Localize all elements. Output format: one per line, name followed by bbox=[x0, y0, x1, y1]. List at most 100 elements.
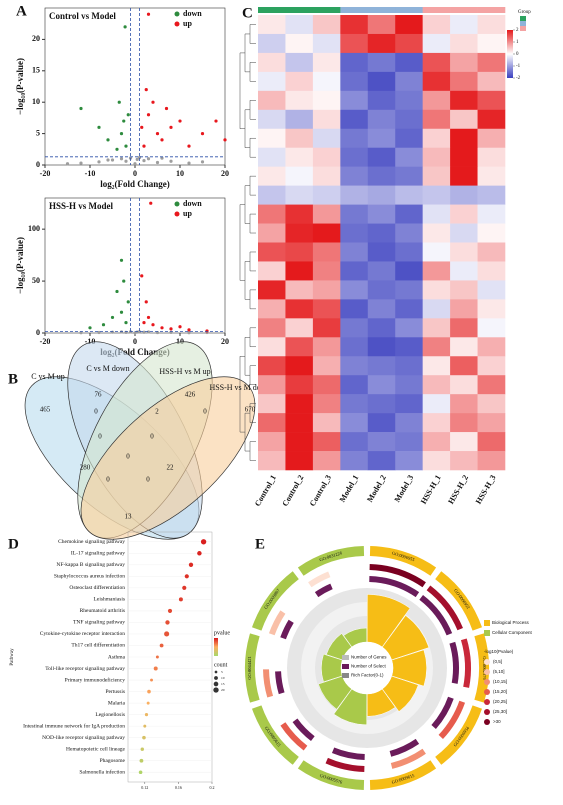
heat-cell bbox=[450, 166, 478, 186]
point bbox=[97, 160, 101, 164]
legend-dot bbox=[484, 689, 490, 695]
heat-cell bbox=[285, 451, 314, 471]
heat-cell bbox=[450, 52, 478, 73]
heat-cell bbox=[477, 375, 506, 395]
heat-cell bbox=[395, 166, 423, 186]
heat-cell bbox=[340, 432, 369, 452]
heat-cell bbox=[258, 261, 286, 281]
dot bbox=[178, 597, 183, 602]
heat-cell bbox=[367, 147, 396, 167]
heat-cell bbox=[450, 223, 478, 243]
heat-cell bbox=[367, 204, 396, 224]
point bbox=[200, 132, 205, 136]
legend-marker bbox=[174, 11, 180, 17]
heat-cell bbox=[340, 52, 369, 73]
heat-cell bbox=[258, 52, 286, 73]
heat-cell bbox=[450, 109, 478, 130]
heat-cell bbox=[258, 356, 286, 376]
heat-cell bbox=[285, 394, 314, 414]
heat-cell bbox=[395, 128, 423, 149]
heat-cell bbox=[285, 204, 314, 224]
y-axis-label: −log₁₀(P-value) bbox=[15, 58, 25, 115]
heat-cell bbox=[340, 71, 369, 92]
heat-cell bbox=[285, 299, 314, 319]
heat-cell bbox=[395, 413, 423, 433]
region-count: 13 bbox=[125, 513, 133, 521]
heat-cell bbox=[422, 15, 451, 35]
heat-cell bbox=[258, 223, 286, 243]
heat-cell bbox=[258, 299, 286, 319]
heat-cell bbox=[312, 242, 341, 262]
heat-cell bbox=[367, 242, 396, 262]
heat-cell bbox=[312, 52, 341, 73]
region-count: 0 bbox=[203, 408, 207, 416]
genes-bar bbox=[438, 700, 466, 740]
heat-cell bbox=[367, 356, 396, 376]
point bbox=[160, 138, 164, 142]
heat-cell bbox=[285, 375, 314, 395]
heat-cell bbox=[395, 90, 423, 111]
heat-cell bbox=[395, 185, 423, 205]
point bbox=[169, 125, 173, 129]
x-axis-label: log₂(Fold Change) bbox=[100, 179, 169, 189]
group-bar bbox=[258, 7, 286, 13]
color-scale bbox=[214, 638, 218, 656]
x-tick-label: 0 bbox=[133, 337, 137, 346]
dot bbox=[159, 643, 164, 648]
heat-cell bbox=[450, 204, 478, 224]
heat-cell bbox=[367, 52, 396, 73]
legend-label: 15 bbox=[221, 682, 225, 686]
select-bar bbox=[419, 595, 453, 636]
dot bbox=[142, 735, 146, 740]
center-legend-swatch bbox=[342, 673, 349, 678]
legend-label: 5 bbox=[221, 670, 223, 674]
legend-swatch bbox=[484, 630, 490, 636]
category-label: Primary immunodeficiency bbox=[65, 676, 126, 683]
heat-cell bbox=[450, 299, 478, 319]
heat-cell bbox=[340, 223, 369, 243]
select-bar bbox=[314, 583, 333, 598]
point bbox=[178, 119, 182, 123]
heat-cell bbox=[312, 15, 341, 35]
legend-marker bbox=[174, 21, 180, 27]
heat-cell bbox=[258, 337, 286, 357]
group-ring bbox=[435, 571, 483, 631]
x-tick-label: -10 bbox=[85, 169, 96, 178]
heat-cell bbox=[422, 204, 451, 224]
heat-cell bbox=[258, 375, 286, 395]
point bbox=[124, 144, 128, 148]
genes-bar bbox=[325, 757, 365, 772]
heat-cell bbox=[340, 413, 369, 433]
group-bar bbox=[395, 7, 423, 13]
heat-cell bbox=[450, 71, 478, 92]
category-label: Osteoclast differentiation bbox=[69, 584, 125, 591]
point bbox=[142, 159, 146, 163]
category-label: Hematopoietic cell lineage bbox=[66, 746, 126, 752]
heat-cell bbox=[312, 90, 341, 111]
heat-cell bbox=[477, 147, 506, 167]
scale-tick-label: 2 bbox=[516, 28, 519, 33]
heat-cell bbox=[285, 413, 314, 433]
point bbox=[146, 315, 151, 320]
heat-cell bbox=[477, 185, 506, 205]
region-count: 426 bbox=[185, 391, 196, 399]
heat-cell bbox=[312, 71, 341, 92]
heat-cell bbox=[312, 337, 341, 357]
heat-cell bbox=[285, 52, 314, 73]
column-label: Control_1 bbox=[253, 473, 278, 507]
heat-cell bbox=[395, 147, 423, 167]
heat-cell bbox=[285, 90, 314, 111]
heat-cell bbox=[340, 204, 369, 224]
dot bbox=[143, 724, 147, 728]
y-axis-label: −log₁₀(P-value) bbox=[15, 237, 25, 294]
region-count: 0 bbox=[98, 433, 102, 441]
dot bbox=[144, 713, 149, 717]
heat-cell bbox=[340, 242, 369, 262]
panel-label: C bbox=[242, 5, 253, 21]
legend-title: Group bbox=[518, 10, 531, 15]
heat-cell bbox=[422, 52, 451, 73]
point bbox=[119, 310, 124, 314]
point bbox=[119, 157, 124, 161]
point bbox=[126, 113, 130, 117]
heat-cell bbox=[367, 166, 396, 186]
